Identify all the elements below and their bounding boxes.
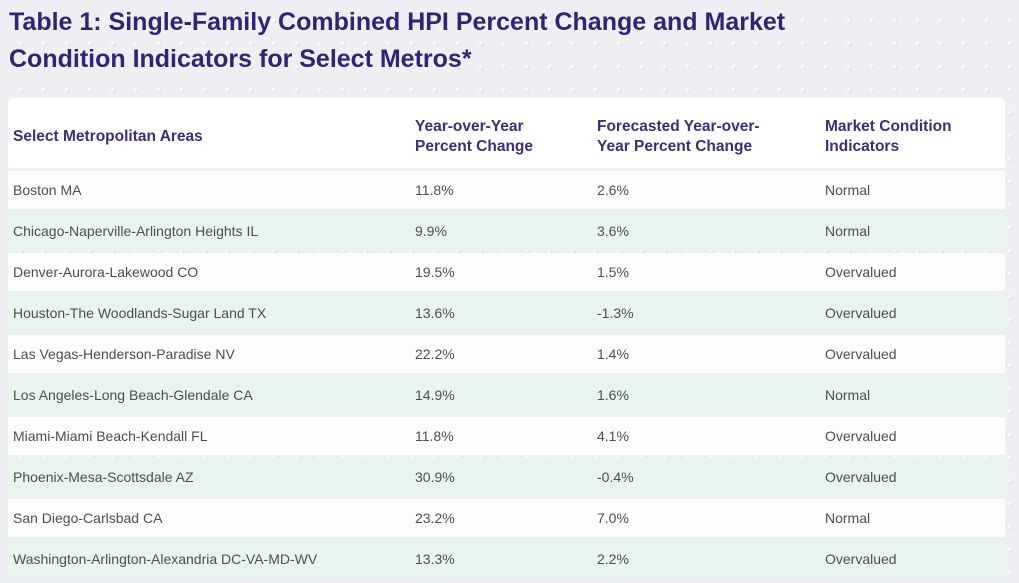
cell-yoy-percent: 30.9% (415, 469, 455, 485)
column-header-market-condition-indicators: Market Condition Indicators (825, 118, 952, 155)
cell-market-indicator: Normal (825, 223, 871, 239)
cell-metro-area: Boston MA (13, 182, 82, 198)
cell-forecast-percent: 1.5% (597, 264, 629, 280)
cell-metro-area: Houston-The Woodlands-Sugar Land TX (13, 305, 267, 321)
cell-metro-area: Denver-Aurora-Lakewood CO (13, 264, 199, 280)
table-header-row: Select Metropolitan Areas Year-over-Year… (8, 98, 1005, 168)
cell-market-indicator: Normal (825, 387, 871, 403)
table-row: Los Angeles-Long Beach-Glendale CA 14.9%… (8, 376, 1005, 414)
cell-forecast-percent: -0.4% (597, 469, 634, 485)
cell-metro-area: Chicago-Naperville-Arlington Heights IL (13, 223, 259, 239)
table-row: Boston MA 11.8% 2.6% Normal (8, 171, 1005, 209)
cell-yoy-percent: 11.8% (415, 182, 454, 198)
cell-forecast-percent: 1.6% (597, 387, 629, 403)
cell-market-indicator: Overvalued (825, 469, 897, 485)
table-row: Washington-Arlington-Alexandria DC-VA-MD… (8, 540, 1005, 578)
cell-yoy-percent: 23.2% (415, 510, 455, 526)
cell-metro-area: Phoenix-Mesa-Scottsdale AZ (13, 469, 194, 485)
table-row: Miami-Miami Beach-Kendall FL 11.8% 4.1% … (8, 417, 1005, 455)
table-row: Phoenix-Mesa-Scottsdale AZ 30.9% -0.4% O… (8, 458, 1005, 496)
page-title: Table 1: Single-Family Combined HPI Perc… (9, 8, 786, 73)
cell-metro-area: Los Angeles-Long Beach-Glendale CA (13, 387, 253, 403)
cell-yoy-percent: 22.2% (415, 346, 455, 362)
cell-forecast-percent: 1.4% (597, 346, 629, 362)
cell-metro-area: San Diego-Carlsbad CA (13, 510, 163, 526)
cell-yoy-percent: 19.5% (415, 264, 455, 280)
cell-forecast-percent: 2.2% (597, 551, 629, 567)
cell-market-indicator: Overvalued (825, 428, 897, 444)
cell-market-indicator: Overvalued (825, 305, 897, 321)
column-header-yoy-percent-change: Year-over-Year Percent Change (415, 118, 534, 155)
column-header-forecasted-yoy-percent-change: Forecasted Year-over-Year Percent Change (597, 118, 760, 155)
cell-yoy-percent: 9.9% (415, 223, 447, 239)
cell-forecast-percent: 7.0% (597, 510, 629, 526)
cell-market-indicator: Normal (825, 182, 871, 198)
cell-market-indicator: Overvalued (825, 264, 897, 280)
cell-forecast-percent: 3.6% (597, 223, 629, 239)
table-row: Houston-The Woodlands-Sugar Land TX 13.6… (8, 294, 1005, 332)
cell-metro-area: Las Vegas-Henderson-Paradise NV (13, 346, 235, 362)
cell-metro-area: Miami-Miami Beach-Kendall FL (13, 428, 208, 444)
cell-market-indicator: Overvalued (825, 346, 897, 362)
cell-market-indicator: Overvalued (825, 551, 897, 567)
cell-yoy-percent: 13.3% (415, 551, 455, 567)
table-row: Chicago-Naperville-Arlington Heights IL … (8, 212, 1005, 250)
cell-yoy-percent: 13.6% (415, 305, 455, 321)
cell-yoy-percent: 14.9% (415, 387, 455, 403)
table-row: San Diego-Carlsbad CA 23.2% 7.0% Normal (8, 499, 1005, 537)
cell-forecast-percent: -1.3% (597, 305, 634, 321)
cell-yoy-percent: 11.8% (415, 428, 454, 444)
cell-metro-area: Washington-Arlington-Alexandria DC-VA-MD… (13, 551, 318, 567)
table-row: Las Vegas-Henderson-Paradise NV 22.2% 1.… (8, 335, 1005, 373)
hpi-metro-table: Select Metropolitan Areas Year-over-Year… (8, 98, 1005, 578)
table-body: Boston MA 11.8% 2.6% Normal Chicago-Nape… (8, 171, 1005, 578)
cell-forecast-percent: 4.1% (597, 428, 629, 444)
table-row: Denver-Aurora-Lakewood CO 19.5% 1.5% Ove… (8, 253, 1005, 291)
cell-forecast-percent: 2.6% (597, 182, 629, 198)
column-header-metro-areas: Select Metropolitan Areas (13, 128, 203, 145)
cell-market-indicator: Normal (825, 510, 871, 526)
